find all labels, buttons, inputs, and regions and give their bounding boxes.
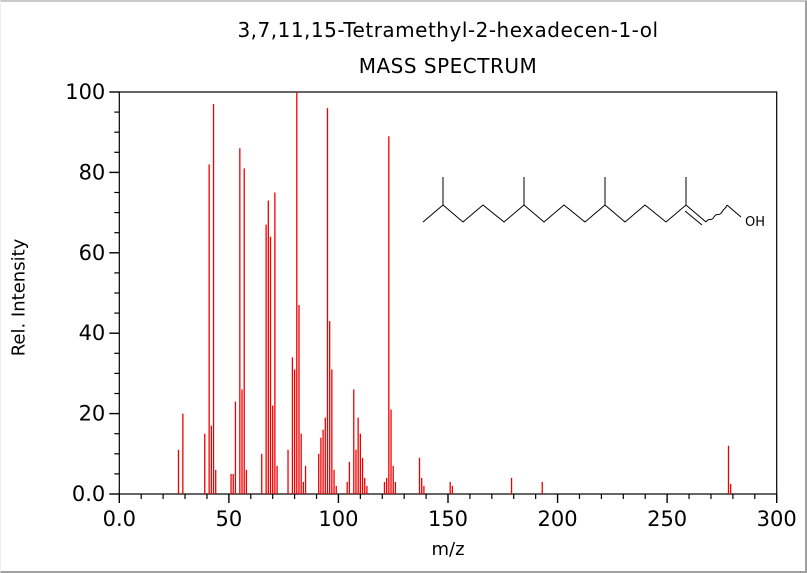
- y-axis-tick-label: 40: [79, 321, 106, 345]
- hydroxyl-group-label: OH: [745, 215, 765, 230]
- x-axis-tick-label: 0.0: [103, 507, 136, 531]
- x-axis-tick-label: 150: [428, 507, 468, 531]
- x-axis-tick-label: 250: [647, 507, 687, 531]
- x-axis-tick-label: 100: [318, 507, 358, 531]
- structure-main-chain: [422, 204, 707, 223]
- spectrum-subtitle: MASS SPECTRUM: [358, 54, 538, 78]
- y-axis-label: Rel. Intensity: [8, 238, 30, 357]
- structure-c1-oh-bond: [726, 204, 742, 218]
- structure-double-bond: [684, 210, 703, 226]
- y-axis-tick-label: 20: [79, 402, 106, 426]
- x-axis-tick-label: 300: [757, 507, 797, 531]
- plot-frame: [118, 91, 778, 495]
- x-axis-label: m/z: [431, 539, 465, 560]
- x-axis-tick-label: 200: [538, 507, 578, 531]
- compound-title: 3,7,11,15-Tetramethyl-2-hexadecen-1-ol: [237, 18, 659, 42]
- molecular-structure-drawing: OH: [422, 177, 765, 230]
- x-axis-tick-label: 50: [215, 507, 242, 531]
- y-axis-tick-label: 0.0: [72, 482, 105, 506]
- y-axis-tick-label: 60: [79, 241, 106, 265]
- y-axis-tick-label: 100: [65, 80, 105, 104]
- y-axis-tick-label: 80: [79, 160, 106, 184]
- structure-wavy-bond: [705, 204, 728, 223]
